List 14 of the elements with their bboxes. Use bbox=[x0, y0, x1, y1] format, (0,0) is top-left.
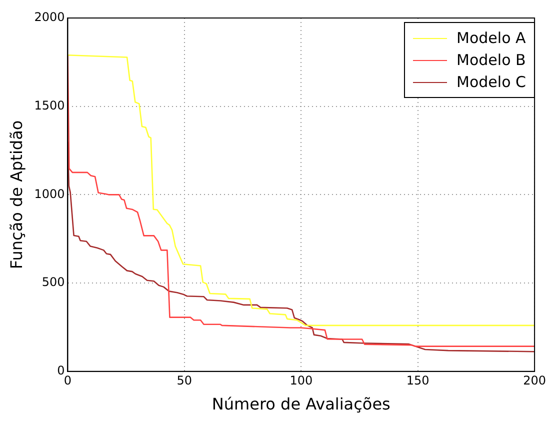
y-tick-label: 500 bbox=[42, 275, 65, 290]
y-tick-label: 2000 bbox=[34, 10, 65, 24]
y-tick-label: 1000 bbox=[34, 186, 65, 201]
x-axis-title: Número de Avaliações bbox=[212, 394, 390, 414]
x-tick-label: 150 bbox=[406, 374, 430, 388]
legend-label: Modelo C bbox=[456, 72, 526, 93]
x-tick-label: 50 bbox=[176, 374, 192, 388]
x-tick-label: 200 bbox=[523, 374, 546, 388]
y-tick-label: 1500 bbox=[34, 98, 65, 112]
y-tick-label: 0 bbox=[57, 364, 65, 378]
legend-label: Modelo A bbox=[456, 28, 526, 49]
y-axis-title: Função de Aptidão bbox=[6, 120, 26, 270]
legend-label: Modelo B bbox=[456, 50, 526, 71]
x-tick-label: 100 bbox=[290, 374, 313, 388]
